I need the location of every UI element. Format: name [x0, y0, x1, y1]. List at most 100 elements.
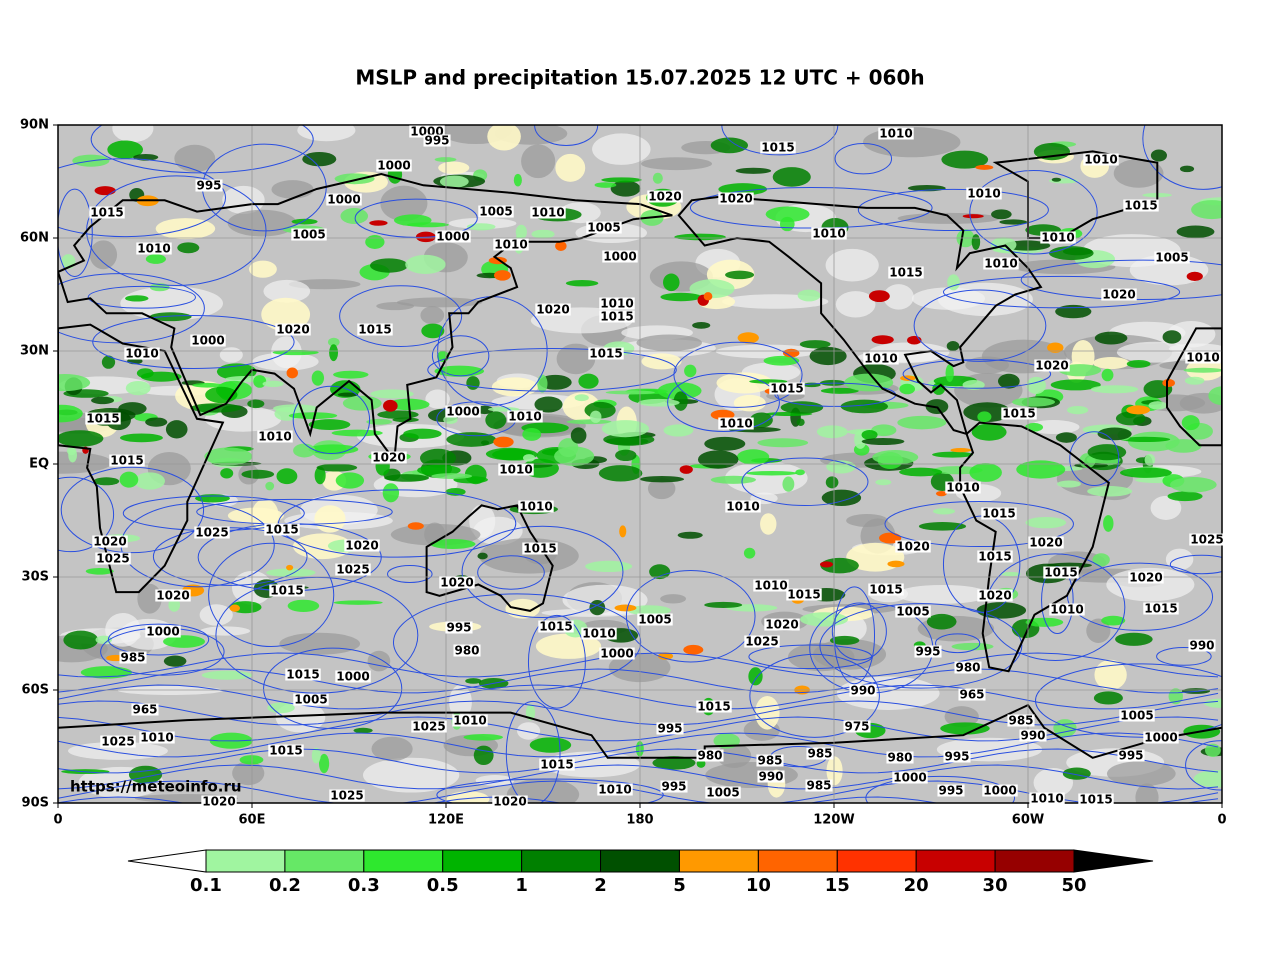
isobar-label: 1010	[258, 430, 291, 444]
precip-patch	[765, 206, 810, 222]
precip-patch	[168, 598, 181, 612]
precip-patch	[1191, 200, 1222, 220]
isobar-label-bg	[718, 192, 754, 205]
isobar-label: 1020	[372, 451, 405, 465]
heavy-precip	[94, 186, 116, 196]
precip-patch	[262, 380, 284, 388]
isobar-label-bg	[136, 242, 172, 255]
precip-patch	[932, 451, 974, 458]
precip-patch	[1093, 691, 1123, 705]
isobar-label-bg	[1083, 153, 1119, 166]
precip-patch	[1101, 368, 1114, 382]
isobar-label: 1020	[493, 795, 526, 809]
precip-patch	[266, 568, 316, 577]
precip-patch	[820, 387, 859, 394]
isobar-label: 1020	[536, 303, 569, 317]
cloud-patch	[1113, 158, 1164, 188]
cloud-patch	[517, 722, 541, 740]
cloud-patch	[174, 144, 216, 173]
isobar-label-bg	[268, 744, 304, 757]
isobar-label: 1015	[1044, 566, 1077, 580]
heavy-precip	[887, 560, 905, 568]
heavy-precip	[703, 292, 713, 301]
isobar-label: 1010	[719, 417, 752, 431]
precip-patch	[692, 322, 711, 329]
heavy-precip	[286, 564, 294, 571]
precip-patch	[1115, 632, 1153, 646]
isobar-label-bg	[843, 720, 871, 733]
isobar-label-bg	[954, 661, 982, 674]
isobar	[1156, 647, 1212, 666]
dry-patch	[438, 161, 470, 175]
precip-patch	[657, 382, 702, 400]
isobar-label-bg	[445, 405, 481, 418]
heavy-precip	[962, 214, 984, 219]
isobar-label-bg	[937, 784, 965, 797]
precip-patch	[1169, 477, 1217, 493]
isobar-label: 1000	[146, 625, 179, 639]
isobar	[527, 614, 586, 709]
precip-patch	[342, 395, 382, 411]
precip-patch	[652, 756, 696, 770]
isobar-label-bg	[95, 552, 131, 565]
isobar-label: 1010	[598, 783, 631, 797]
precip-patch	[601, 177, 642, 183]
precip-patch	[58, 374, 91, 392]
isobar-label-bg	[376, 159, 412, 172]
isobar-label-bg	[863, 352, 899, 365]
precip-patch	[795, 469, 805, 476]
isobar-label-bg	[914, 645, 942, 658]
isobar-label: 1015	[90, 206, 123, 220]
precip-patch	[704, 436, 746, 451]
isobar-label-bg	[945, 481, 981, 494]
precip-patch	[615, 449, 637, 461]
precip-patch	[149, 312, 192, 322]
isobar-label-bg	[1078, 793, 1114, 806]
precip-patch	[531, 229, 555, 239]
isobar-label-bg	[660, 780, 688, 793]
precip-patch	[772, 167, 811, 187]
heavy-precip	[614, 604, 637, 612]
precip-patch	[333, 600, 383, 605]
isobar-label: 1005	[896, 605, 929, 619]
isobar-label-bg	[507, 410, 543, 423]
isobar-label: 1015	[600, 310, 633, 324]
heavy-precip	[975, 164, 994, 170]
isobar-label: 1015	[269, 744, 302, 758]
cloud-patch	[425, 389, 450, 409]
precip-patch	[1179, 165, 1195, 173]
precip-patch	[1162, 330, 1182, 344]
precip-patch	[746, 471, 798, 476]
isobar-label: 1020	[1029, 536, 1062, 550]
precip-patch	[319, 753, 330, 774]
precip-patch	[1067, 405, 1089, 415]
isobar-label-bg	[492, 795, 528, 808]
isobar-label: 1015	[265, 523, 298, 537]
cloud-patch	[396, 297, 483, 308]
isobar-label: 990	[758, 770, 783, 784]
isobar-label: 1005	[638, 613, 671, 627]
isobar	[58, 668, 1219, 694]
precip-patch	[605, 390, 655, 395]
heavy-precip	[1047, 342, 1064, 353]
precip-patch	[1094, 331, 1128, 345]
precip-patch	[58, 404, 83, 423]
precip-patch	[91, 396, 115, 405]
isobar-label-bg	[981, 507, 1017, 520]
isobar-label: 985	[1008, 714, 1033, 728]
precip-patch	[697, 450, 739, 469]
precip-patch	[1016, 460, 1066, 479]
isobar-label: 1000	[336, 670, 369, 684]
isobar-label: 1010	[726, 500, 759, 514]
cloud-patch	[592, 133, 651, 165]
precip-patch	[1144, 453, 1156, 466]
cloud-patch	[367, 650, 391, 672]
precip-patch	[598, 465, 643, 482]
isobar-label-bg	[977, 589, 1013, 602]
isobar-label: 1015	[1124, 199, 1157, 213]
precip-patch	[1103, 515, 1114, 532]
colorbar-label: 0.5	[427, 875, 459, 896]
lon-tick-label: 0	[1217, 813, 1226, 828]
isobar-label-bg	[124, 347, 160, 360]
precip-patch	[1203, 698, 1222, 708]
